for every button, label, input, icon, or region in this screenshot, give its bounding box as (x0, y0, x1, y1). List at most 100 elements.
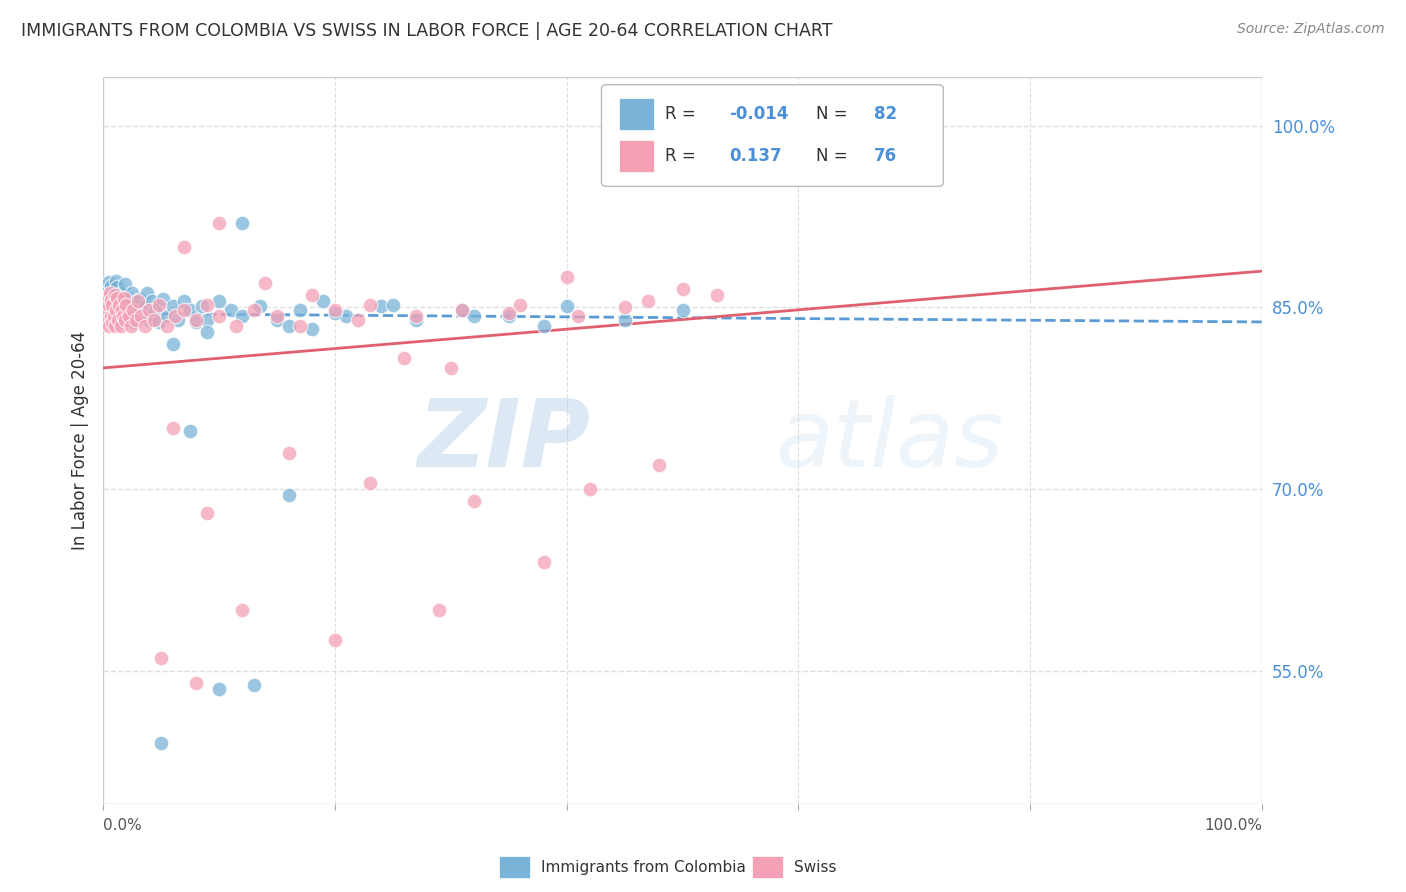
Point (219, 302, 242, 317)
Point (134, 318, 156, 333)
Point (184, 675, 207, 690)
Point (100, 314, 122, 328)
Point (394, 351, 416, 366)
Point (463, 309, 485, 323)
Point (105, 291, 128, 305)
Point (97, 282, 120, 296)
Point (323, 306, 346, 320)
Point (162, 421, 184, 435)
Point (136, 285, 159, 300)
Point (243, 678, 266, 692)
Point (114, 277, 136, 292)
Point (104, 306, 127, 320)
Point (509, 298, 531, 312)
Point (277, 488, 299, 502)
Point (167, 312, 190, 326)
Text: Swiss: Swiss (794, 860, 837, 874)
Point (347, 312, 370, 326)
Text: R =: R = (665, 147, 702, 165)
Point (249, 299, 271, 313)
Point (225, 318, 247, 333)
Point (150, 651, 173, 665)
Point (110, 318, 132, 333)
Point (138, 302, 160, 317)
Point (162, 336, 184, 351)
Point (111, 302, 134, 317)
Point (208, 681, 231, 696)
Bar (619, 140, 654, 172)
Point (277, 318, 299, 333)
Point (533, 318, 555, 333)
Point (107, 312, 129, 326)
Point (288, 318, 311, 333)
Point (613, 312, 636, 326)
Point (197, 325, 219, 339)
Point (405, 309, 427, 323)
Point (104, 302, 127, 317)
Point (288, 302, 311, 317)
Point (103, 309, 125, 323)
Point (451, 302, 474, 317)
Point (103, 318, 125, 332)
Point (97, 298, 120, 312)
Point (179, 424, 201, 438)
Point (111, 292, 134, 306)
Point (117, 309, 139, 323)
Point (156, 309, 179, 323)
Point (184, 315, 207, 329)
Point (197, 298, 219, 312)
Text: ZIP: ZIP (418, 394, 591, 486)
Point (101, 315, 124, 329)
Point (405, 312, 427, 326)
Text: atlas: atlas (775, 395, 1004, 486)
Point (129, 292, 152, 306)
Point (127, 294, 149, 309)
Point (359, 298, 381, 312)
Point (134, 299, 156, 313)
Point (121, 285, 143, 300)
Point (117, 312, 139, 326)
Point (98, 285, 121, 300)
Point (96, 302, 118, 317)
Point (301, 288, 323, 302)
Point (197, 506, 219, 520)
Point (143, 302, 166, 317)
Point (498, 309, 520, 323)
Point (103, 285, 125, 299)
Point (104, 288, 127, 302)
Text: IMMIGRANTS FROM COLOMBIA VS SWISS IN LABOR FORCE | AGE 20-64 CORRELATION CHART: IMMIGRANTS FROM COLOMBIA VS SWISS IN LAB… (21, 22, 832, 40)
Point (173, 240, 195, 254)
Point (111, 302, 134, 317)
FancyBboxPatch shape (602, 85, 943, 186)
Point (97, 298, 120, 312)
Text: 76: 76 (873, 147, 897, 165)
Point (208, 294, 231, 309)
Point (112, 291, 135, 305)
Text: -0.014: -0.014 (728, 105, 789, 123)
Point (451, 302, 474, 317)
Point (533, 555, 555, 569)
Point (108, 298, 131, 312)
Point (637, 294, 659, 309)
Point (101, 298, 124, 312)
Point (579, 482, 602, 496)
Point (110, 285, 132, 300)
Bar (619, 98, 654, 130)
Text: 0.137: 0.137 (728, 147, 782, 165)
Point (101, 302, 124, 317)
Point (162, 299, 184, 313)
Point (122, 315, 145, 329)
Point (370, 299, 392, 313)
Text: 82: 82 (873, 105, 897, 123)
Point (231, 603, 253, 617)
Point (567, 309, 589, 323)
Point (141, 294, 163, 309)
Point (127, 302, 149, 317)
Point (120, 318, 142, 333)
Point (118, 304, 141, 318)
Point (97, 312, 120, 326)
Text: 100.0%: 100.0% (1204, 818, 1263, 833)
Point (150, 736, 173, 750)
Point (112, 309, 135, 323)
Point (613, 301, 636, 315)
